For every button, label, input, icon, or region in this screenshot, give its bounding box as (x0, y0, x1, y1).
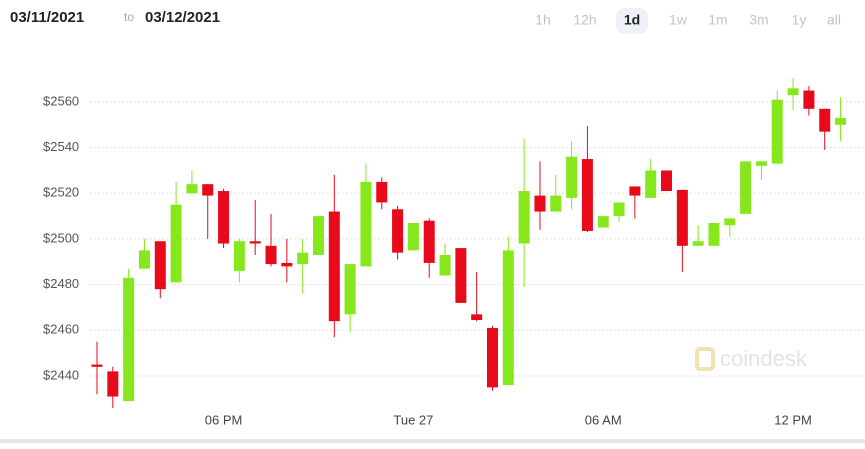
y-tick-label: $2480 (43, 276, 79, 291)
candle-body (613, 202, 625, 217)
x-tick-label: Tue 27 (393, 412, 433, 427)
candle-body (91, 364, 103, 367)
candle-body (819, 108, 831, 132)
candle-body (170, 204, 182, 283)
candle-body (534, 195, 546, 212)
candle-body (676, 189, 688, 246)
candle-body (376, 181, 388, 203)
candle-body (439, 254, 451, 276)
candle-body (724, 218, 736, 226)
candle-body (566, 156, 578, 198)
x-tick-label: 06 PM (205, 412, 243, 427)
y-tick-label: $2500 (43, 230, 79, 245)
candle-body (312, 216, 324, 255)
date-from: 03/11/2021 (10, 9, 84, 26)
candle-body (550, 195, 562, 212)
candle-body (787, 88, 799, 96)
candle-body (233, 241, 245, 271)
candle-body (123, 277, 135, 402)
candle-body (581, 159, 593, 231)
candle-body (360, 181, 372, 267)
candle-body (471, 314, 483, 321)
candle-body (186, 184, 198, 194)
y-tick-label: $2540 (43, 139, 79, 154)
range-button[interactable]: 3m (749, 12, 768, 28)
candle-body (328, 211, 340, 322)
candle-body (265, 245, 277, 265)
candle-body (645, 170, 657, 198)
candle-body (154, 241, 166, 290)
candle-body (107, 371, 119, 397)
candle-body (344, 264, 356, 315)
candle-body (407, 222, 419, 251)
candle-body (455, 248, 467, 303)
y-tick-label: $2440 (43, 367, 79, 382)
candle-body (597, 216, 609, 228)
candle-body (692, 241, 704, 246)
candle-body (771, 99, 783, 164)
candle-body (423, 220, 435, 263)
candle-body (218, 191, 230, 244)
y-tick-label: $2460 (43, 322, 79, 337)
range-button[interactable]: 1w (669, 12, 688, 28)
range-button[interactable]: all (827, 12, 841, 28)
candle-body (297, 252, 309, 265)
range-button[interactable]: 12h (573, 12, 596, 28)
candle-body (281, 262, 293, 267)
candle-body (629, 186, 641, 196)
range-button[interactable]: 1m (708, 12, 727, 28)
candle-body (518, 191, 530, 244)
candle-body (138, 250, 150, 269)
x-tick-label: 12 PM (774, 412, 812, 427)
y-tick-label: $2560 (43, 93, 79, 108)
candle-body (803, 90, 815, 109)
candle-body (755, 161, 767, 166)
candle-body (202, 184, 214, 196)
range-button[interactable]: 1h (535, 12, 551, 28)
y-tick-label: $2520 (43, 185, 79, 200)
range-selected-bg (616, 8, 648, 34)
candle-body (661, 170, 673, 192)
date-to-label: to (124, 10, 134, 24)
watermark: coindesk (720, 346, 808, 371)
range-button[interactable]: 1y (792, 12, 807, 28)
candle-body (502, 250, 514, 386)
range-button[interactable]: 1d (624, 12, 640, 28)
candle-body (740, 161, 752, 214)
candle-body (708, 222, 720, 246)
watermark-icon (695, 347, 715, 371)
date-to: 03/12/2021 (145, 9, 220, 26)
candle-body (487, 328, 498, 388)
candle-body (392, 209, 404, 253)
candle-body (249, 241, 261, 244)
x-tick-label: 06 AM (585, 412, 622, 427)
candle-body (835, 117, 847, 125)
